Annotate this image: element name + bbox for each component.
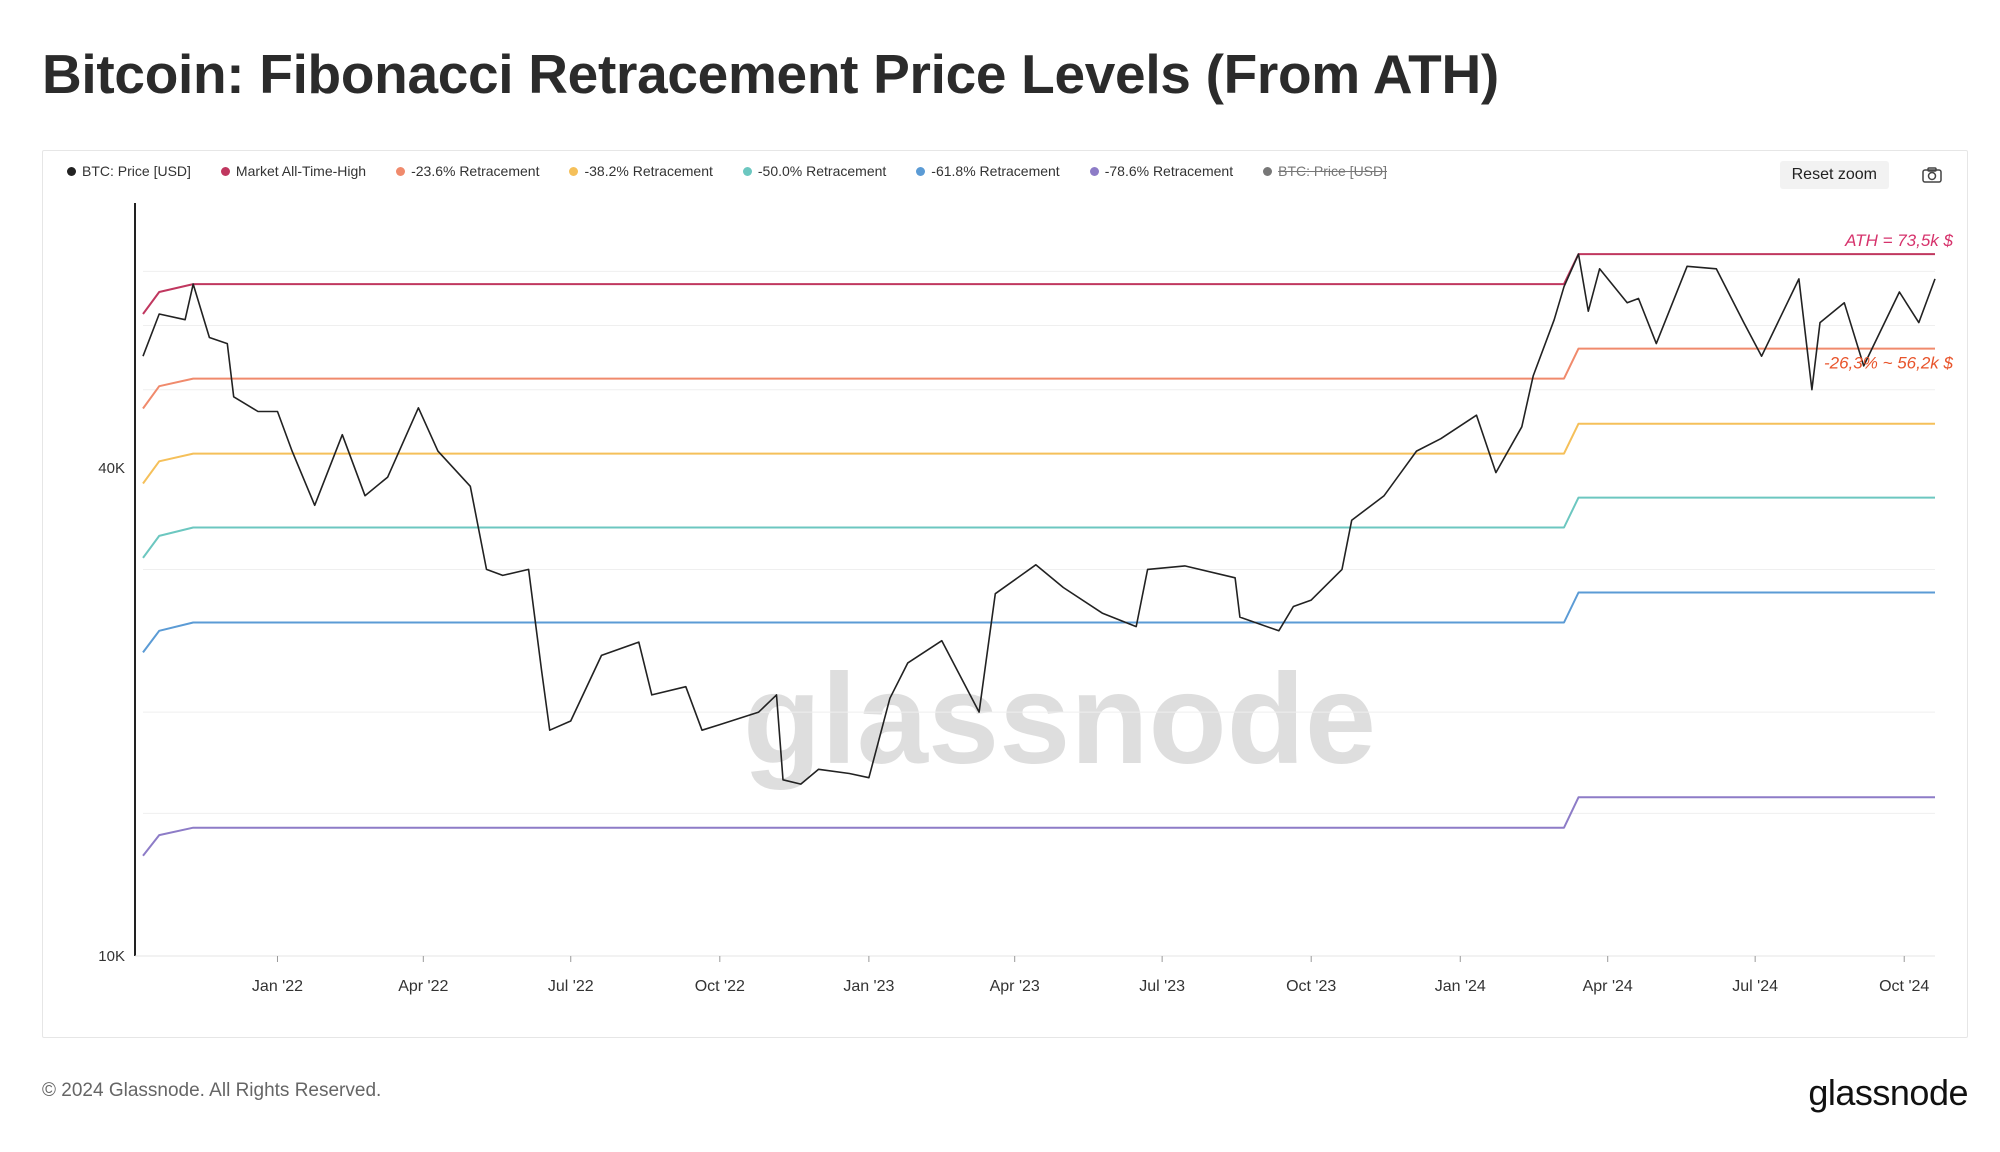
legend-dot-icon [1263, 166, 1273, 176]
series-line-level [142, 591, 1935, 653]
chart-legend: BTC: Price [USD] Market All-Time-High -23.… [67, 163, 1387, 179]
legend-item[interactable]: BTC: Price [USD] [67, 163, 191, 179]
legend-item[interactable]: -38.2% Retracement [569, 163, 713, 179]
legend-dot-icon [67, 166, 76, 176]
legend-dot-icon [569, 166, 579, 176]
reset-zoom-button[interactable]: Reset zoom [1779, 161, 1889, 189]
legend-dot-icon [220, 166, 230, 176]
x-tick-label: Oct '22 [695, 978, 745, 995]
legend-item[interactable]: Market All-Time-High [220, 163, 367, 179]
x-tick-label: Apr '22 [398, 978, 448, 995]
camera-icon[interactable] [1919, 163, 1945, 187]
legend-label: -50.0% Retracement [757, 163, 887, 179]
chart-annotation: -26,3% ~ 56,2k $ [1824, 354, 1954, 373]
page-title: Bitcoin: Fibonacci Retracement Price Lev… [42, 43, 1499, 105]
legend-item[interactable]: -78.6% Retracement [1089, 163, 1234, 179]
legend-label: -61.8% Retracement [931, 163, 1060, 179]
legend-item[interactable]: -61.8% Retracement [916, 163, 1060, 179]
legend-dot-icon [916, 166, 926, 176]
x-tick-label: Jul '22 [548, 978, 594, 995]
series-line-btc-price [142, 253, 1936, 785]
y-tick-label: 40K [98, 460, 125, 477]
x-tick-label: Oct '24 [1879, 978, 1929, 995]
x-tick-label: Jul '23 [1139, 978, 1185, 995]
series-line-level [142, 253, 1935, 315]
legend-label: BTC: Price [USD] [1278, 163, 1388, 179]
series-line-level [142, 796, 1935, 857]
legend-dot-icon [1089, 166, 1099, 176]
legend-label: BTC: Price [USD] [82, 163, 191, 179]
series-line-level [142, 347, 1935, 410]
legend-item[interactable]: -50.0% Retracement [742, 163, 887, 179]
series-line-level [142, 496, 1935, 559]
x-tick-label: Jan '23 [843, 978, 894, 995]
x-tick-label: Jan '24 [1435, 978, 1486, 995]
x-tick-label: Apr '23 [990, 978, 1040, 995]
x-tick-label: Jan '22 [252, 978, 303, 995]
legend-label: -23.6% Retracement [411, 163, 540, 179]
x-tick-label: Oct '23 [1286, 978, 1336, 995]
legend-item[interactable]: BTC: Price [USD] [1263, 163, 1387, 179]
series-line-level [142, 422, 1935, 485]
legend-label: -78.6% Retracement [1104, 163, 1234, 179]
legend-dot-icon [396, 166, 406, 176]
chart-plot[interactable]: 40K 10K Jan '22 Apr '22 Jul '22 Oct '22 Jan '2… [43, 151, 1967, 1037]
copyright-text: © 2024 Glassnode. All Rights Reserved. [42, 1080, 382, 1101]
legend-label: Market All-Time-High [235, 163, 367, 179]
chart-card: BTC: Price [USD] Market All-Time-High -23.… [42, 150, 1968, 1038]
x-tick-label: Jul '24 [1732, 978, 1778, 995]
x-tick-label: Apr '24 [1583, 978, 1633, 995]
y-tick-label: 10K [98, 948, 125, 965]
legend-item[interactable]: -23.6% Retracement [396, 163, 539, 179]
chart-annotation: ATH = 73,5k $ [1844, 231, 1953, 250]
legend-label: -38.2% Retracement [584, 163, 713, 179]
glassnode-logo: glassnode [1808, 1072, 1968, 1113]
legend-dot-icon [742, 166, 752, 176]
